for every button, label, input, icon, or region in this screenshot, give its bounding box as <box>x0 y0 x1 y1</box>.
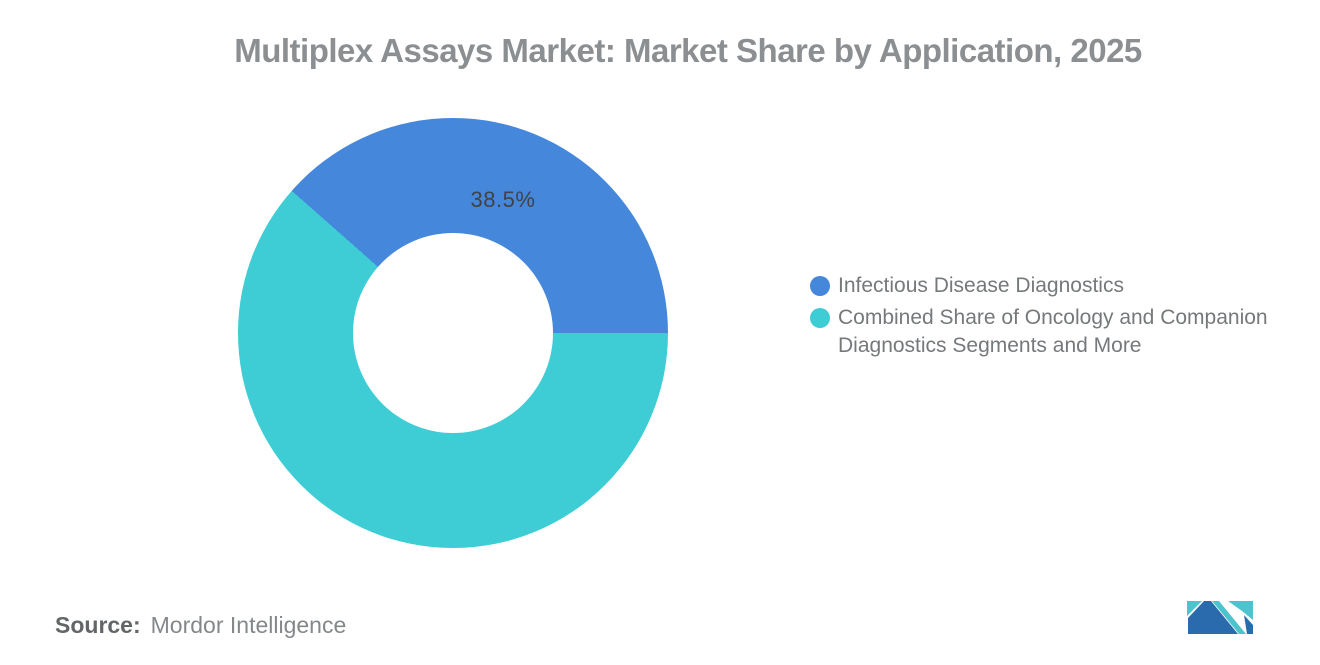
slice-data-label: 38.5% <box>470 187 536 212</box>
legend-item-infectious-disease-diagnostics: Infectious Disease Diagnostics <box>810 272 1318 300</box>
legend-label: Combined Share of Oncology and Companion… <box>838 306 1268 357</box>
source-value: Mordor Intelligence <box>150 612 347 638</box>
source-line: Source: Mordor Intelligence <box>55 612 346 639</box>
chart-title: Multiplex Assays Market: Market Share by… <box>234 32 1142 69</box>
legend: Infectious Disease Diagnostics Combined … <box>810 272 1318 360</box>
legend-label: Infectious Disease Diagnostics <box>838 274 1124 297</box>
mordor-intelligence-logo <box>1187 601 1253 634</box>
logo-shape <box>1212 601 1246 634</box>
logo-shape <box>1188 601 1238 634</box>
legend-item-combined-share: Combined Share of Oncology and Companion… <box>810 304 1318 360</box>
donut-hole <box>353 233 553 433</box>
source-label: Source: <box>55 612 141 638</box>
logo-shape <box>1228 601 1253 620</box>
donut-chart: 38.5% <box>238 118 668 548</box>
logo-shape <box>1244 615 1253 634</box>
logo-shape <box>1187 601 1202 616</box>
legend-dot-icon <box>810 308 830 328</box>
legend-dot-icon <box>810 276 830 296</box>
